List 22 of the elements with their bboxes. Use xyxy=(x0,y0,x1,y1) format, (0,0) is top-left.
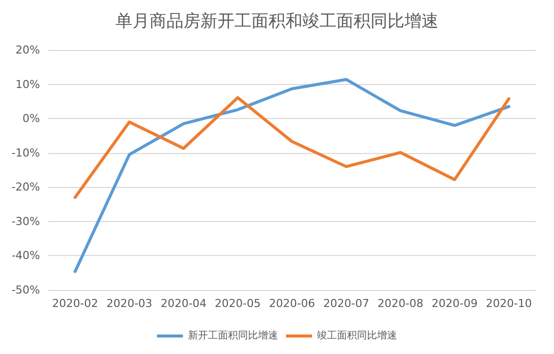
x-tick-label: 2020-08 xyxy=(377,297,424,310)
y-tick-label: -20% xyxy=(12,180,40,194)
x-tick-label: 2020-02 xyxy=(52,297,98,310)
y-tick-label: -30% xyxy=(12,214,40,228)
x-tick-label: 2020-10 xyxy=(486,297,532,310)
x-tick-label: 2020-04 xyxy=(160,297,207,310)
y-tick-label: -10% xyxy=(12,146,40,160)
line-series xyxy=(74,96,510,199)
x-tick-label: 2020-03 xyxy=(106,297,152,310)
x-tick-label: 2020-07 xyxy=(323,297,370,310)
y-tick-label: 20% xyxy=(16,44,40,56)
line-series xyxy=(74,78,510,273)
x-tick-label: 2020-05 xyxy=(214,297,261,310)
x-tick-label: 2020-06 xyxy=(269,297,315,310)
legend-label: 新开工面积同比增速 xyxy=(188,330,278,342)
legend-label: 竣工面积同比增速 xyxy=(317,330,397,342)
y-tick-label: -50% xyxy=(12,284,40,296)
chart-title: 单月商品房新开工面积和竣工面积同比增速 xyxy=(116,12,438,32)
x-tick-label: 2020-09 xyxy=(432,297,478,310)
y-tick-label: 0% xyxy=(22,112,40,126)
y-tick-label: 10% xyxy=(16,78,40,91)
y-tick-label: -40% xyxy=(12,249,40,262)
